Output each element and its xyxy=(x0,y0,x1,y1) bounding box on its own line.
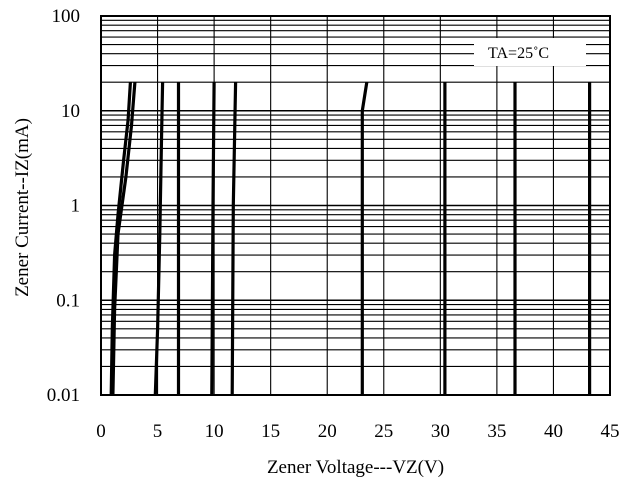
series-line-7 xyxy=(360,81,369,395)
y-tick-label: 0.1 xyxy=(56,290,80,311)
annotation-text: TA=25˚C xyxy=(488,45,549,62)
y-tick-label: 0.01 xyxy=(47,385,80,406)
x-tick-label: 5 xyxy=(153,421,163,442)
y-tick-label: 100 xyxy=(52,6,81,27)
x-tick-label: 35 xyxy=(487,421,506,442)
x-tick-label: 20 xyxy=(318,421,337,442)
x-tick-label: 45 xyxy=(601,421,620,442)
x-tick-label: 40 xyxy=(544,421,563,442)
y-tick-labels: 0.01 0.1 1 10 100 xyxy=(47,6,80,406)
x-tick-label: 0 xyxy=(96,421,106,442)
x-tick-label: 10 xyxy=(205,421,224,442)
plot-frame xyxy=(100,15,611,396)
series-group xyxy=(109,81,592,396)
x-tick-label: 25 xyxy=(374,421,393,442)
series-line-2 xyxy=(111,82,137,396)
series-line-6 xyxy=(230,82,238,396)
x-tick-labels: 0 5 10 15 20 25 30 35 40 45 xyxy=(96,421,619,442)
series-line-3 xyxy=(153,82,165,396)
y-axis-title: Zener Current--IZ(mA) xyxy=(12,118,33,297)
x-tick-label: 15 xyxy=(261,421,280,442)
x-tick-label: 30 xyxy=(431,421,450,442)
y-tick-label: 10 xyxy=(61,101,80,122)
annotation-box xyxy=(474,38,586,66)
x-axis-title: Zener Voltage---VZ(V) xyxy=(267,457,444,478)
legend-box: TA=25˚C xyxy=(474,38,586,66)
series-line-1 xyxy=(109,82,132,396)
y-tick-label: 1 xyxy=(71,196,81,217)
series-line-5 xyxy=(210,82,216,396)
